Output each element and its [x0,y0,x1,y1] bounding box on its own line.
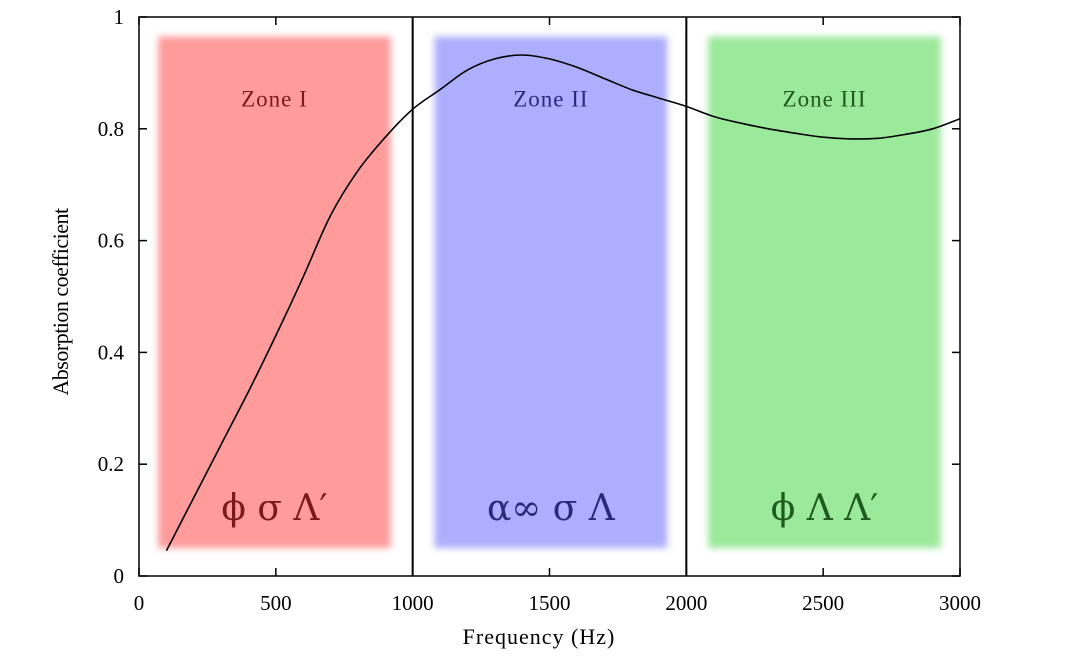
zone-2-band [434,36,668,549]
y-tick-label-2: 0.2 [98,452,124,476]
zone-1-params: ϕ σ Λ′ [221,488,327,529]
x-tick-label-7: 3000 [939,591,981,615]
x-tick-label-2: 500 [260,591,292,615]
tick-layer: 0 500 1000 1500 2000 2500 3000 0 0.2 0.4 0.6 0.8 1 [98,5,981,615]
y-tick-label-5: 0.8 [98,117,124,141]
zone-3-title: Zone III [783,86,867,111]
zone-1-band [158,36,391,549]
zone-3-params: ϕ Λ Λ′ [771,488,879,529]
zone-3-band [708,36,941,549]
absorption-curve [165,54,961,552]
x-axis-title: Frequency (Hz) [463,624,616,649]
zones-layer: Zone I ϕ σ Λ′ Zone II α∞ σ Λ Zone III ϕ Λ Λ′ [158,36,941,549]
x-tick-label-3: 1000 [392,591,434,615]
y-tick-label-3: 0.4 [98,340,125,364]
zone-2: Zone II α∞ σ Λ [434,36,668,549]
series-layer [165,54,961,552]
x-tick-label-6: 2500 [802,591,844,615]
x-tick-label-4: 1500 [529,591,571,615]
x-tick-label-1: 0 [134,591,145,615]
y-tick-label-4: 0.6 [98,229,124,253]
zone-3: Zone III ϕ Λ Λ′ [708,36,941,549]
zone-1: Zone I ϕ σ Λ′ [158,36,391,549]
y-tick-label-6: 1 [114,5,125,29]
zone-2-params: α∞ σ Λ [487,488,616,529]
y-tick-label-1: 0 [114,564,125,588]
y-axis-title: Absorption coefficient [48,208,73,396]
zone-2-title: Zone II [513,86,588,111]
x-tick-label-5: 2000 [665,591,707,615]
zone-1-title: Zone I [241,86,308,111]
